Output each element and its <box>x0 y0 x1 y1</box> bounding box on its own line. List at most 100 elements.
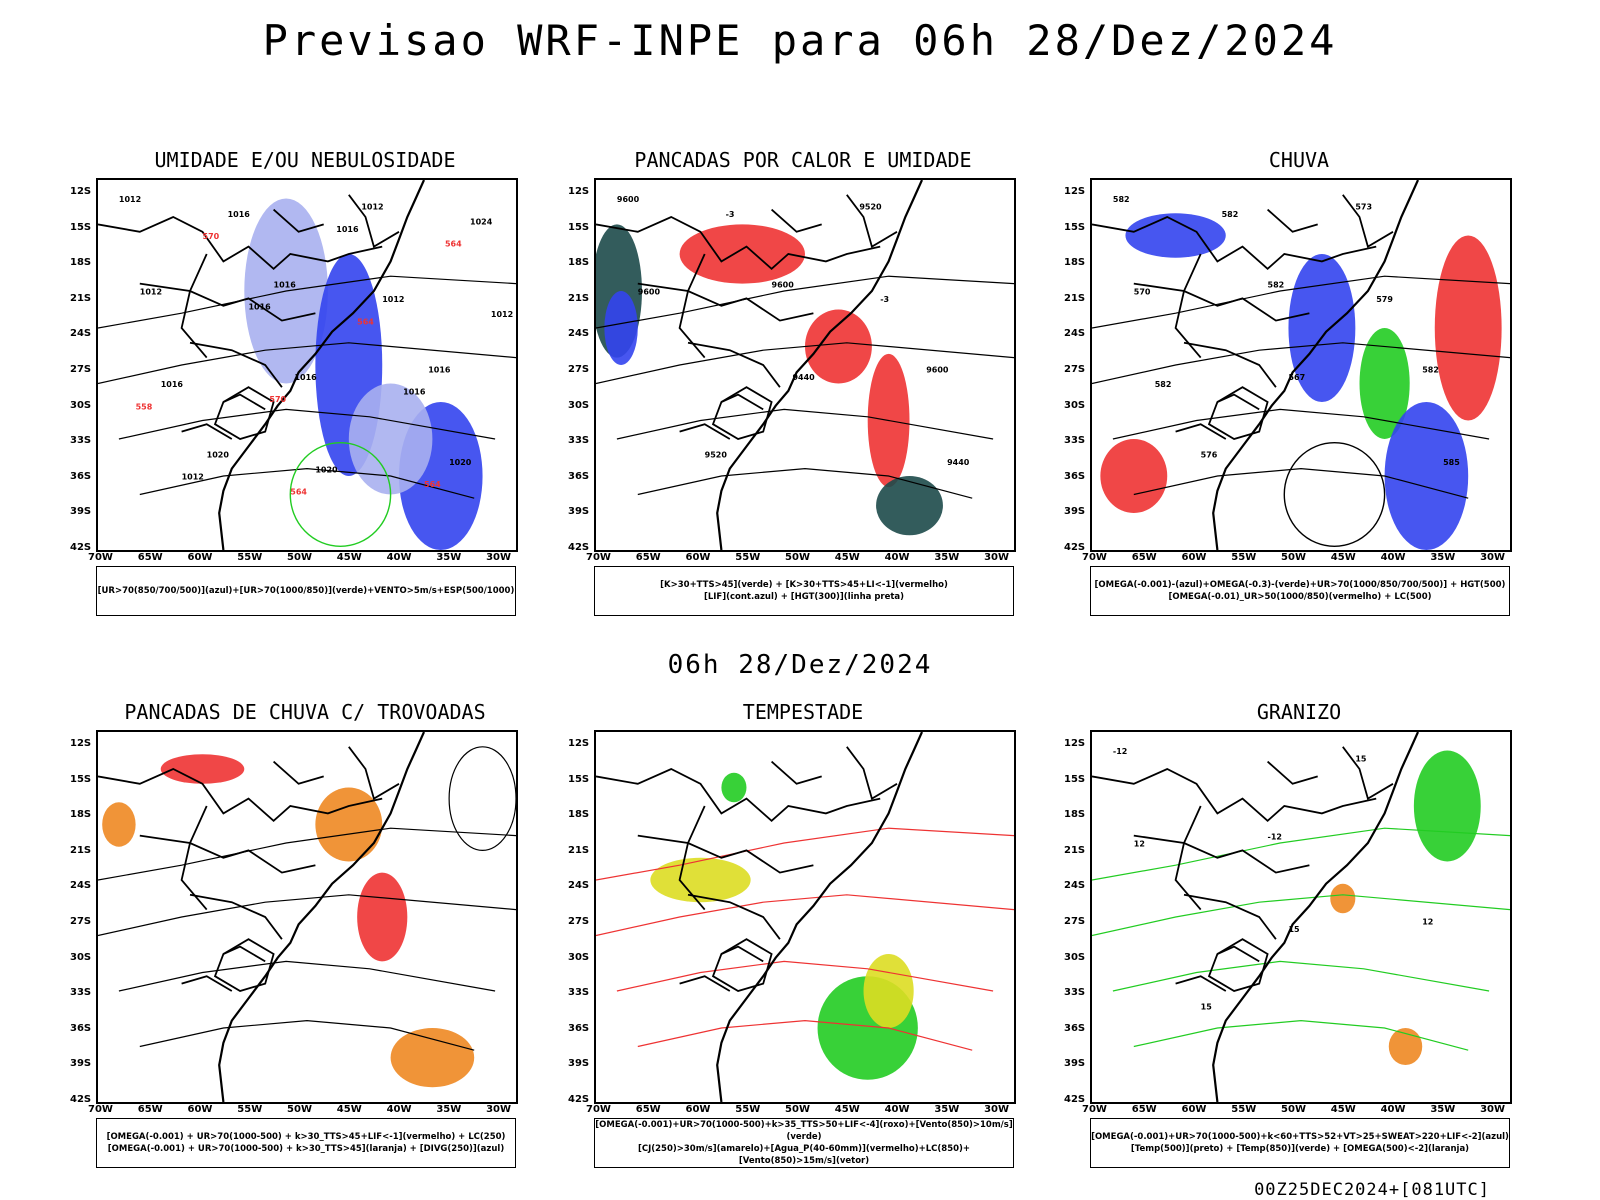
longitude-label: 65W <box>137 1104 163 1115</box>
latitude-label: 24S <box>568 328 590 340</box>
longitude-label: 35W <box>1430 552 1456 563</box>
contour-label: 15 <box>1201 1003 1213 1012</box>
latitude-label: 15S <box>568 773 590 785</box>
shaded-region <box>679 224 805 284</box>
contour-label: 579 <box>1376 295 1393 304</box>
longitude-label: 70W <box>1082 552 1107 563</box>
country-border <box>273 208 324 233</box>
contour-label: -12 <box>1113 747 1127 756</box>
contour-label: 12 <box>1422 917 1433 926</box>
latitude-label: 33S <box>568 435 590 447</box>
latitude-label: 36S <box>1064 1022 1086 1034</box>
longitude-label: 50W <box>785 552 810 563</box>
latitude-label: 12S <box>1064 738 1086 749</box>
latitude-label: 27S <box>1064 916 1086 927</box>
latitude-label: 39S <box>568 506 590 518</box>
latitude-label: 33S <box>70 987 92 999</box>
shaded-region <box>1330 883 1356 914</box>
shaded-region <box>1413 750 1481 862</box>
low-pressure-contour <box>1283 442 1386 548</box>
longitude-label: 65W <box>1131 552 1157 563</box>
contour-label: 570 <box>269 395 286 404</box>
coastline <box>716 732 924 1102</box>
country-border <box>771 760 822 785</box>
legend-text: [OMEGA(-0.001) + UR>70(1000-500) + k>30_… <box>106 1132 506 1142</box>
latitude-label: 42S <box>568 542 590 553</box>
uruguay-border <box>711 938 773 992</box>
contour-label: 1020 <box>315 465 338 474</box>
legend-text: [K>30+TTS>45](verde) + [K>30+TTS>45+LI<-… <box>660 580 948 590</box>
country-border <box>1183 893 1277 940</box>
latitude-label: 12S <box>568 738 590 749</box>
contour-label: 1016 <box>248 303 271 312</box>
latitude-label: 18S <box>70 257 92 269</box>
longitude-label: 65W <box>1131 1104 1157 1115</box>
contour-label: 564 <box>424 480 441 489</box>
latitude-label: 24S <box>568 880 590 892</box>
longitude-label: 40W <box>884 552 910 563</box>
longitude-label: 30W <box>486 552 512 563</box>
contour-line <box>1092 275 1510 329</box>
contour-label: 564 <box>445 240 462 249</box>
contour-label: 9600 <box>617 195 640 204</box>
shaded-region <box>1388 1028 1423 1065</box>
longitude-label: 70W <box>88 552 113 563</box>
contour-label: 1012 <box>182 473 204 482</box>
latitude-label: 21S <box>1064 844 1086 856</box>
contour-line <box>1092 894 1510 937</box>
legend-text: [LIF](cont.azul) + [HGT(300)](linha pret… <box>703 592 905 602</box>
coastline <box>1212 180 1420 550</box>
latitude-label: 36S <box>568 470 590 482</box>
legend-box: [OMEGA(-0.001)-(azul)+OMEGA(-0.3)-(verde… <box>1090 566 1510 616</box>
country-border <box>1217 393 1260 411</box>
shaded-region <box>604 291 638 365</box>
forecast-time: 06h 28/Dez/2024 <box>667 650 933 680</box>
country-border <box>771 208 822 233</box>
country-border <box>678 253 706 359</box>
shaded-region <box>650 857 751 903</box>
latitude-label: 27S <box>70 916 92 927</box>
latitude-label: 30S <box>70 951 92 963</box>
legend-text: [UR>70(850/700/500)](azul)+[UR>70(1000/8… <box>97 586 515 596</box>
longitude-label: 35W <box>1430 1104 1456 1115</box>
longitude-label: 55W <box>735 1104 761 1115</box>
contour-label: 585 <box>1443 458 1460 467</box>
contour-label: 1012 <box>140 288 162 297</box>
forecast-map: 1012 1016 1016 1020 1012 1012 1016 1020 1016 1012… <box>96 178 518 552</box>
map-canvas <box>98 732 516 1102</box>
country-border <box>1342 194 1394 248</box>
panel-title: PANCADAS DE CHUVA C/ TROVOADAS <box>124 700 486 724</box>
panel-title: TEMPESTADE <box>742 700 864 724</box>
latitude-label: 27S <box>568 364 590 375</box>
contour-line <box>139 467 475 499</box>
latitude-label: 24S <box>70 880 92 892</box>
longitude-label: 35W <box>934 552 960 563</box>
longitude-label: 45W <box>1330 1104 1356 1115</box>
contour-label: 582 <box>1222 210 1239 219</box>
forecast-map <box>594 730 1016 1104</box>
run-timestamp: 00Z25DEC2024+[081UTC] <box>1254 1180 1490 1200</box>
contour-line <box>1133 467 1469 499</box>
coastline <box>716 180 924 550</box>
latitude-label: 30S <box>568 399 590 411</box>
longitude-label: 70W <box>586 1104 611 1115</box>
latitude-label: 15S <box>568 221 590 233</box>
country-border <box>637 282 814 322</box>
country-border <box>1183 341 1277 388</box>
longitude-label: 60W <box>685 552 711 563</box>
latitude-label: 18S <box>568 257 590 269</box>
country-border <box>1342 746 1394 800</box>
low-pressure-contour <box>289 442 392 548</box>
country-border <box>1092 216 1377 271</box>
shaded-region <box>1434 235 1502 421</box>
contour-label: 1020 <box>449 458 472 467</box>
latitude-label: 15S <box>70 773 92 785</box>
contour-line <box>98 827 516 881</box>
country-border <box>846 746 898 800</box>
contour-line <box>616 408 994 440</box>
country-border <box>98 216 383 271</box>
country-border <box>348 194 400 248</box>
country-border <box>1133 282 1310 322</box>
contour-label: 9600 <box>772 280 795 289</box>
contour-label: 570 <box>203 232 220 241</box>
